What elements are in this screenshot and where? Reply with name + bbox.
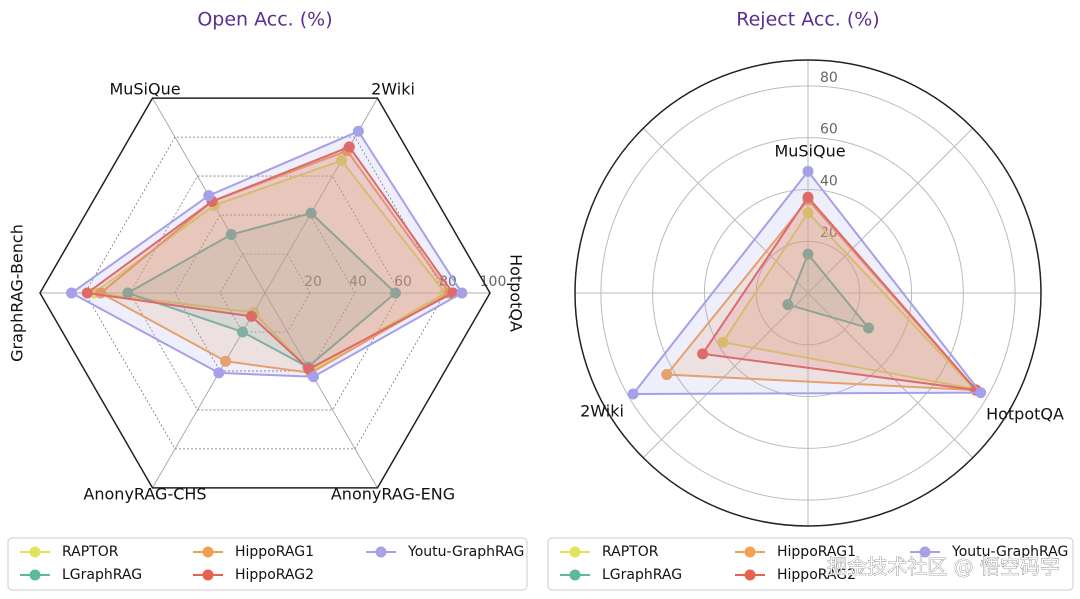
series-marker [307, 371, 319, 383]
axis-label: HotpotQA [986, 405, 1064, 424]
series-marker [225, 229, 237, 241]
legend-label: RAPTOR [602, 544, 659, 560]
legend-swatch [202, 569, 214, 581]
r-tick-label: 80 [820, 70, 838, 86]
series-marker [456, 287, 468, 299]
legend-swatch [919, 546, 931, 558]
grid-ring [219, 253, 311, 333]
legend-swatch [569, 569, 581, 581]
series-marker [343, 141, 355, 153]
r-tick-label: 40 [349, 274, 367, 290]
legend-frame [7, 537, 528, 591]
axis-label: 2Wiki [371, 80, 415, 99]
grid-ring [600, 85, 1016, 501]
spoke [807, 127, 974, 294]
series-marker [220, 355, 232, 367]
r-tick-label: 60 [394, 274, 412, 290]
legend-label: HippoRAG2 [235, 567, 314, 583]
chart-title: Open Acc. (%) [197, 9, 332, 31]
series-marker [122, 287, 134, 299]
legend-swatch [29, 546, 41, 558]
series-area [69, 130, 464, 378]
spoke [264, 292, 378, 489]
series-marker [203, 190, 215, 202]
axis-label: GraphRAG-Bench [8, 224, 27, 362]
axis-label: MuSiQue [109, 80, 180, 99]
legend-swatch [202, 546, 214, 558]
legend-label: RAPTOR [62, 544, 119, 560]
legend-label: HippoRAG2 [777, 567, 856, 583]
spoke [152, 292, 266, 489]
series-marker [213, 367, 225, 379]
series-marker [661, 369, 673, 381]
series-marker [717, 336, 729, 348]
r-tick-label: 40 [820, 173, 838, 189]
legend-frame [547, 537, 1074, 591]
r-tick-label: 60 [820, 122, 838, 138]
series-marker [802, 191, 814, 203]
axis-label: AnonyRAG-CHS [83, 485, 206, 504]
series-marker [802, 207, 814, 219]
legend-label: Youtu-GraphRAG [407, 544, 524, 560]
axis-label: AnonyRAG-ENG [331, 485, 455, 504]
series-marker [782, 299, 794, 311]
grid-ring [703, 188, 913, 398]
legend-swatch [375, 546, 387, 558]
spoke [807, 292, 974, 459]
legend-swatch [569, 546, 581, 558]
series-marker [697, 348, 709, 360]
legend-swatch [744, 546, 756, 558]
series-marker [237, 326, 248, 338]
legend-swatch [744, 569, 756, 581]
series-marker [627, 388, 639, 400]
series-marker [863, 322, 875, 334]
legend-label: HippoRAG1 [777, 544, 856, 560]
axis-label: MuSiQue [774, 142, 845, 161]
watermark: 掘金技术社区 @ 悟空码字 [827, 555, 1060, 579]
series-marker [66, 287, 77, 299]
series-area [786, 252, 872, 330]
legend-label: HippoRAG1 [235, 544, 314, 560]
series-area [631, 169, 983, 395]
series-marker [802, 165, 814, 177]
series-area [721, 211, 977, 391]
frame [574, 59, 1042, 527]
series-area [700, 195, 979, 392]
series-marker [81, 287, 93, 299]
legend-label: LGraphRAG [602, 567, 682, 583]
axis-label: 2Wiki [580, 402, 624, 421]
series-marker [802, 248, 814, 260]
frame [39, 97, 491, 489]
series-marker [336, 154, 347, 166]
series-marker [305, 207, 317, 219]
r-tick-label: 20 [304, 274, 322, 290]
chart-title: Reject Acc. (%) [736, 9, 879, 31]
axis-label: HotpotQA [507, 254, 526, 332]
series-marker [352, 125, 364, 137]
spoke [642, 127, 809, 294]
grid-ring [652, 137, 964, 449]
series-marker [390, 287, 401, 299]
spoke [642, 292, 809, 459]
legend-swatch [29, 569, 41, 581]
series-marker [246, 310, 257, 322]
legend-label: Youtu-GraphRAG [951, 544, 1068, 560]
legend-label: LGraphRAG [62, 567, 142, 583]
series-marker [975, 387, 987, 399]
